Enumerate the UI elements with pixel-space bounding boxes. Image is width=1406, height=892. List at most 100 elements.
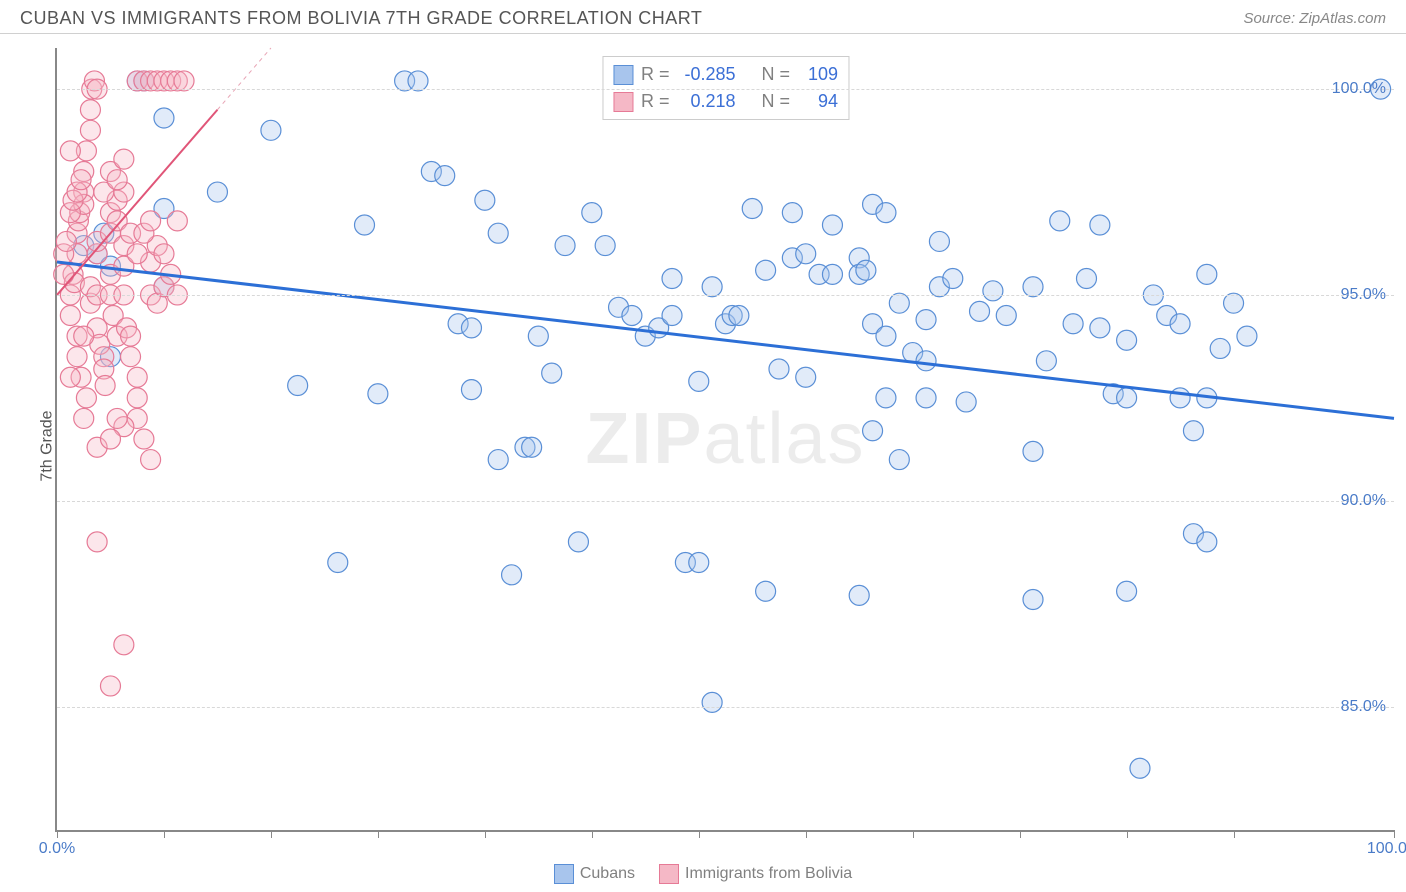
scatter-point	[876, 388, 896, 408]
scatter-point	[796, 367, 816, 387]
scatter-point	[1183, 421, 1203, 441]
scatter-point	[114, 149, 134, 169]
legend-swatch	[659, 864, 679, 884]
scatter-point	[488, 450, 508, 470]
x-tick	[164, 830, 165, 838]
stat-n-label: N =	[762, 88, 791, 115]
scatter-point	[288, 375, 308, 395]
stats-row: R =0.218 N =94	[613, 88, 838, 115]
legend-item: Immigrants from Bolivia	[659, 864, 852, 884]
scatter-point	[1036, 351, 1056, 371]
stat-r-value: -0.285	[677, 61, 735, 88]
scatter-point	[1023, 590, 1043, 610]
x-tick	[806, 830, 807, 838]
scatter-point	[876, 203, 896, 223]
scatter-point	[983, 281, 1003, 301]
stats-row: R = -0.285 N = 109	[613, 61, 838, 88]
scatter-point	[408, 71, 428, 91]
scatter-point	[60, 367, 80, 387]
scatter-point	[863, 421, 883, 441]
gridline-h	[57, 89, 1394, 90]
trend-line-ext	[217, 48, 270, 110]
scatter-point	[542, 363, 562, 383]
scatter-point	[849, 585, 869, 605]
scatter-point	[996, 306, 1016, 326]
scatter-svg	[57, 48, 1394, 830]
scatter-point	[856, 260, 876, 280]
scatter-point	[71, 170, 91, 190]
scatter-point	[782, 203, 802, 223]
stat-r-label: R =	[641, 61, 670, 88]
scatter-point	[1063, 314, 1083, 334]
chart-source: Source: ZipAtlas.com	[1243, 10, 1386, 27]
scatter-point	[87, 532, 107, 552]
scatter-point	[261, 120, 281, 140]
scatter-point	[796, 244, 816, 264]
scatter-point	[74, 326, 94, 346]
scatter-point	[956, 392, 976, 412]
scatter-point	[355, 215, 375, 235]
scatter-point	[822, 264, 842, 284]
x-tick	[271, 830, 272, 838]
scatter-point	[1210, 338, 1230, 358]
scatter-point	[729, 306, 749, 326]
scatter-point	[121, 326, 141, 346]
gridline-h	[57, 707, 1394, 708]
scatter-point	[1170, 314, 1190, 334]
bottom-legend: Cubans Immigrants from Bolivia	[0, 864, 1406, 884]
chart-title: CUBAN VS IMMIGRANTS FROM BOLIVIA 7TH GRA…	[20, 8, 702, 29]
legend-label: Cubans	[580, 865, 635, 883]
scatter-point	[461, 318, 481, 338]
chart-plot-area: ZIPatlas R =-0.285 N =109R =0.218 N =94 …	[55, 48, 1394, 832]
scatter-point	[141, 211, 161, 231]
x-tick-label: 100.0%	[1367, 840, 1406, 858]
scatter-point	[889, 450, 909, 470]
scatter-point	[114, 635, 134, 655]
gridline-h	[57, 501, 1394, 502]
scatter-point	[80, 120, 100, 140]
stats-swatch	[613, 92, 633, 112]
y-axis-label: 7th Grade	[39, 410, 57, 481]
scatter-point	[154, 244, 174, 264]
scatter-point	[368, 384, 388, 404]
scatter-point	[916, 310, 936, 330]
scatter-point	[1090, 318, 1110, 338]
scatter-point	[1117, 581, 1137, 601]
scatter-point	[1050, 211, 1070, 231]
scatter-point	[134, 429, 154, 449]
stat-n-value: 109	[798, 61, 838, 88]
scatter-point	[595, 236, 615, 256]
scatter-point	[929, 231, 949, 251]
scatter-point	[328, 552, 348, 572]
x-tick	[378, 830, 379, 838]
legend-label: Immigrants from Bolivia	[685, 865, 852, 883]
scatter-point	[461, 380, 481, 400]
x-tick-label: 0.0%	[39, 840, 75, 858]
scatter-point	[689, 371, 709, 391]
scatter-point	[756, 581, 776, 601]
trend-line	[57, 262, 1394, 418]
x-tick	[699, 830, 700, 838]
scatter-point	[916, 388, 936, 408]
scatter-point	[502, 565, 522, 585]
y-tick-label: 100.0%	[1332, 80, 1386, 98]
scatter-point	[1237, 326, 1257, 346]
scatter-point	[1197, 532, 1217, 552]
gridline-h	[57, 295, 1394, 296]
stat-n-label: N =	[762, 61, 791, 88]
scatter-point	[76, 388, 96, 408]
scatter-point	[756, 260, 776, 280]
scatter-point	[822, 215, 842, 235]
scatter-point	[107, 408, 127, 428]
scatter-point	[1023, 441, 1043, 461]
scatter-point	[522, 437, 542, 457]
scatter-point	[889, 293, 909, 313]
scatter-point	[876, 326, 896, 346]
scatter-point	[107, 170, 127, 190]
scatter-point	[174, 71, 194, 91]
scatter-point	[1090, 215, 1110, 235]
chart-header: CUBAN VS IMMIGRANTS FROM BOLIVIA 7TH GRA…	[0, 0, 1406, 34]
x-tick	[1020, 830, 1021, 838]
scatter-point	[207, 182, 227, 202]
scatter-point	[167, 211, 187, 231]
